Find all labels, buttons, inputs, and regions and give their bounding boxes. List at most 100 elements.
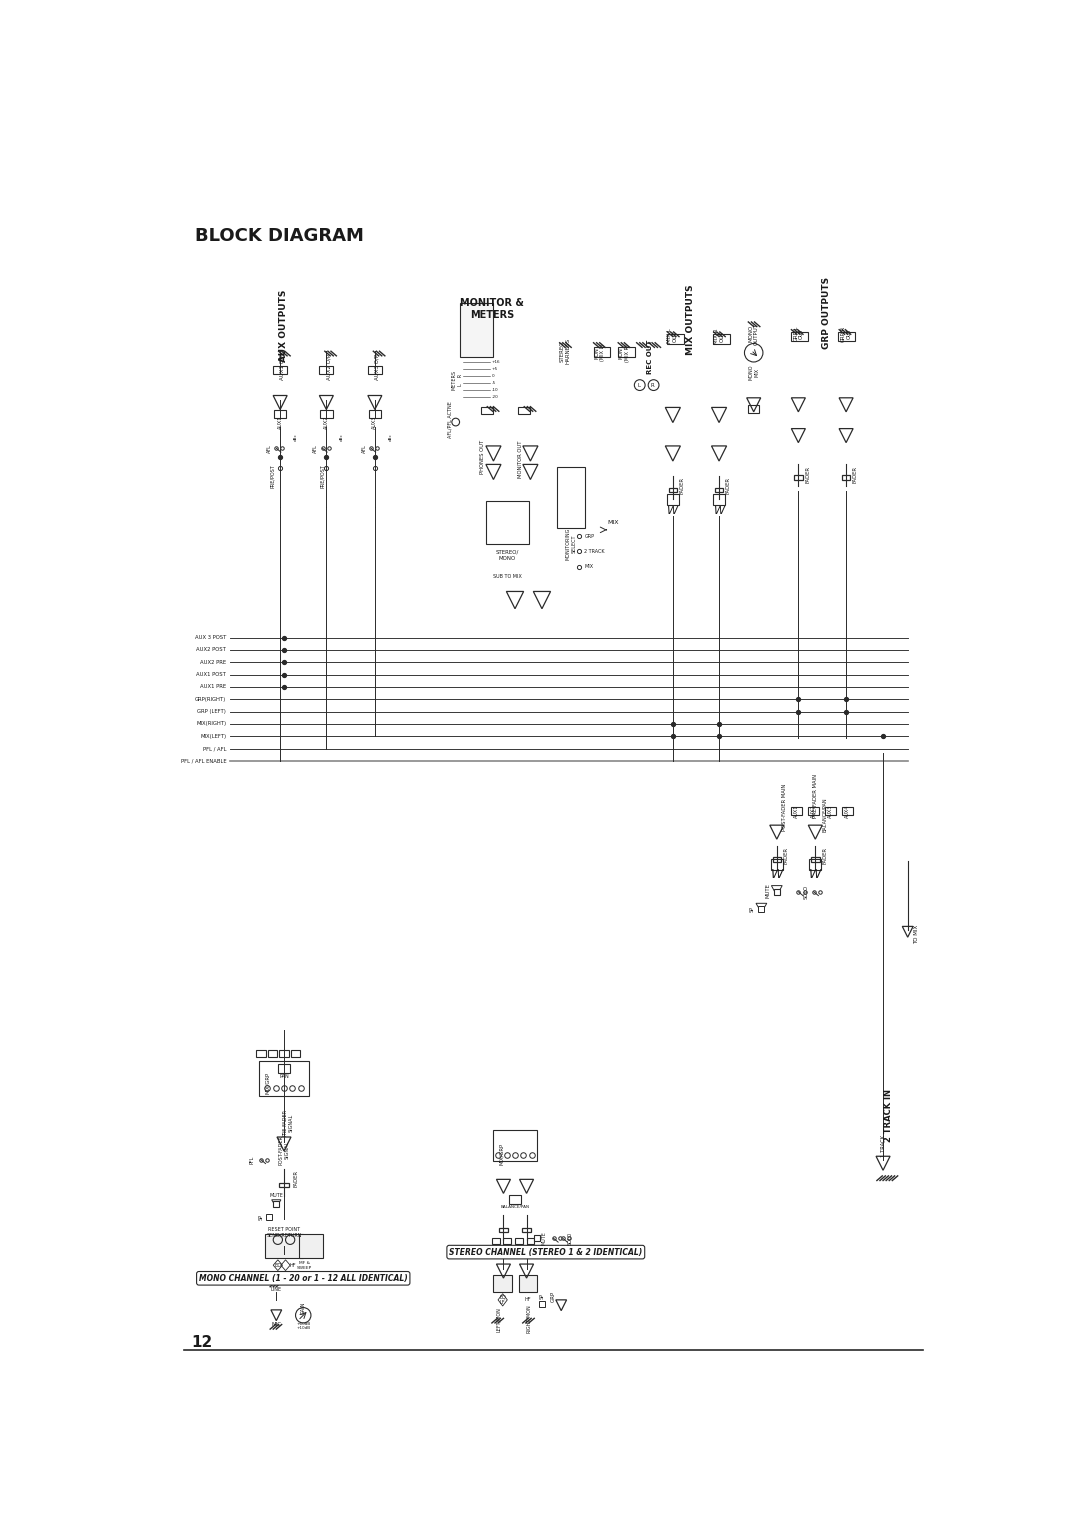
Bar (499, 1227, 508, 1232)
Text: REC OUT: REC OUT (647, 339, 652, 374)
Text: AUX1 O/P: AUX1 O/P (280, 353, 285, 379)
Text: AUX2 O/P: AUX2 O/P (326, 353, 332, 379)
Text: W: W (809, 868, 822, 882)
Bar (557, 466, 585, 529)
Text: +5: +5 (491, 367, 498, 371)
Text: MIX OUTPUTS: MIX OUTPUTS (686, 284, 696, 354)
Bar (256, 1050, 266, 1057)
Text: MONITOR OUT: MONITOR OUT (518, 440, 523, 478)
Text: AUX1 POST: AUX1 POST (197, 672, 226, 677)
Text: MONO CHANNEL (1 - 20 or 1 - 12 ALL IDENTICAL): MONO CHANNEL (1 - 20 or 1 - 12 ALL IDENT… (199, 1274, 407, 1284)
Text: MUTE: MUTE (269, 1193, 283, 1198)
Bar (518, 1276, 538, 1293)
Bar (791, 332, 808, 341)
Text: TO MIX: TO MIX (915, 924, 919, 944)
Text: FADER: FADER (853, 466, 858, 483)
Bar (771, 859, 783, 871)
Text: W: W (714, 506, 725, 515)
Text: PRE/POST: PRE/POST (270, 465, 275, 487)
Text: GRP(RIGHT): GRP(RIGHT) (195, 697, 226, 701)
Text: GAIN: GAIN (300, 1302, 306, 1314)
Bar (618, 347, 635, 356)
Bar (811, 857, 820, 862)
Text: MIX/GRP: MIX/GRP (265, 1071, 270, 1094)
Bar (518, 406, 530, 414)
Text: PRE-FADER MAIN: PRE-FADER MAIN (813, 773, 818, 817)
Text: AUX 3 POST: AUX 3 POST (194, 636, 226, 640)
Bar (715, 487, 724, 492)
Text: BALANCE/PAN: BALANCE/PAN (500, 1206, 529, 1210)
Text: MIX: MIX (584, 564, 593, 570)
Text: -20: -20 (491, 394, 499, 399)
Text: PAN: PAN (279, 1074, 288, 1079)
Bar (486, 501, 529, 544)
Bar (268, 1050, 278, 1057)
Text: SOLO: SOLO (804, 885, 809, 898)
Text: PFL / AFL ENABLE: PFL / AFL ENABLE (180, 758, 226, 764)
Text: MIX: MIX (607, 520, 619, 524)
Bar (809, 859, 822, 871)
Text: FADER: FADER (822, 847, 827, 863)
Text: MIX(LEFT): MIX(LEFT) (200, 733, 226, 738)
Text: 2 TRACK IN: 2 TRACK IN (883, 1088, 893, 1141)
Text: MONITORING
SELECT: MONITORING SELECT (566, 527, 577, 559)
Text: AUX1: AUX1 (794, 804, 799, 817)
Text: METERS
L    R: METERS L R (451, 370, 462, 390)
Bar (713, 495, 725, 506)
Text: RIGHT/MON: RIGHT/MON (526, 1305, 531, 1334)
Text: HF: HF (525, 1297, 531, 1302)
Text: PRE/POST: PRE/POST (320, 465, 325, 487)
Text: AUX2: AUX2 (324, 416, 328, 429)
Text: STEREO/
MONO: STEREO/ MONO (496, 550, 519, 561)
Bar (291, 1050, 300, 1057)
Bar (808, 807, 819, 814)
Text: AUX2 PRE: AUX2 PRE (200, 660, 226, 665)
Text: MONO
OUTPUT: MONO OUTPUT (748, 322, 759, 344)
Bar (481, 406, 494, 414)
Bar (666, 335, 684, 344)
Text: AUX1 PRE: AUX1 PRE (200, 685, 226, 689)
Text: PFL: PFL (249, 1155, 254, 1164)
Text: MON
(MIX L): MON (MIX L) (594, 344, 605, 361)
Bar (713, 335, 730, 344)
Text: BLOCK DIAGRAM: BLOCK DIAGRAM (195, 226, 364, 244)
Text: FADER: FADER (679, 477, 685, 495)
Bar (527, 1238, 535, 1244)
Text: RESET POINT
SEND/RETURN: RESET POINT SEND/RETURN (267, 1227, 301, 1238)
Text: AFL: AFL (267, 443, 272, 452)
Text: GRP: GRP (551, 1290, 556, 1302)
Text: EQ
LF: EQ LF (499, 1294, 507, 1305)
Bar (274, 410, 286, 419)
Bar (494, 1131, 537, 1161)
Bar (494, 1276, 512, 1293)
Text: AUX1: AUX1 (278, 416, 283, 429)
Bar (368, 410, 381, 419)
Text: PRE-FADER
SIGNAL: PRE-FADER SIGNAL (283, 1109, 294, 1137)
Text: MF &
SWEEP: MF & SWEEP (297, 1261, 312, 1270)
Text: L: L (637, 382, 640, 388)
Text: dBc: dBc (340, 434, 343, 442)
Text: -5: -5 (491, 380, 496, 385)
Text: STEREO
HARNESS: STEREO HARNESS (559, 338, 570, 364)
Bar (669, 487, 677, 492)
Text: AFL: AFL (313, 443, 319, 452)
Bar (594, 347, 610, 356)
Text: GRP (LEFT): GRP (LEFT) (198, 709, 226, 714)
Text: AUX3: AUX3 (828, 804, 833, 817)
Text: POST-FADER MAIN: POST-FADER MAIN (782, 784, 787, 831)
Bar (515, 1238, 523, 1244)
Text: MIX R
OUT: MIX R OUT (714, 329, 725, 344)
Text: LINE: LINE (271, 1287, 282, 1291)
Text: AUX3: AUX3 (373, 416, 377, 429)
Text: FADER: FADER (726, 477, 731, 495)
Text: AUX3 O/P: AUX3 O/P (375, 353, 380, 379)
Bar (491, 1238, 500, 1244)
Text: AFL/PFL ACTNE: AFL/PFL ACTNE (447, 402, 453, 439)
Bar (666, 495, 679, 506)
Text: 0: 0 (491, 374, 495, 377)
Bar (273, 365, 287, 374)
Text: POST-FADER
SIGNAL: POST-FADER SIGNAL (279, 1135, 289, 1164)
Bar (772, 857, 781, 862)
Text: FADER: FADER (293, 1170, 298, 1187)
Bar (842, 475, 850, 480)
